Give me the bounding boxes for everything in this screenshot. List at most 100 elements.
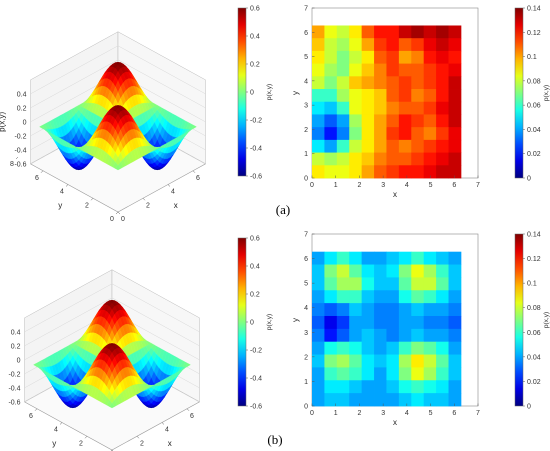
y-tick-label: 4 [304,305,308,312]
heatmap-cell [398,393,412,407]
heatmap-cell [448,165,462,179]
heatmap-cell [448,101,462,115]
z-tick-label: -0.6 [8,399,20,406]
heatmap-cell [312,89,325,103]
x-tick-label: 0 [310,182,314,189]
colorbar-tick-label: 0.2 [250,292,260,299]
heatmap-cell [374,380,387,394]
heatmap-cell [436,341,449,355]
heatmap-cell [336,393,350,407]
colorbar-tick-label: -0.2 [250,348,262,355]
z-gridline [30,45,206,95]
heatmap-cell [398,25,412,39]
heatmap-cell [411,165,425,179]
heatmap-cell [361,127,375,141]
heatmap-cell [312,341,325,355]
heatmap-cell [436,303,449,317]
heatmap-cell [398,89,412,103]
heatmap-cell [336,50,350,65]
heatmap-cell [374,303,387,317]
y-tick-label: 6 [304,256,308,263]
colorbar-tick-label: 0.2 [250,62,260,69]
x-axis-label: x [393,418,397,427]
heatmap-cell [448,354,462,368]
heatmap-cell [374,341,387,355]
heatmap-cell [423,50,437,65]
heatmap-cell [436,139,449,153]
heatmap-cell [386,50,400,65]
heatmap-cell [324,114,338,128]
x-tick [161,422,165,425]
heatmap-cell [361,38,375,52]
heatmap-cell [423,89,437,103]
x-tick-label: 3 [381,410,385,417]
heatmap-cell [361,277,375,291]
heatmap-cell [436,38,449,52]
heatmap-cell [411,251,425,265]
heatmap-cell [398,354,412,368]
heatmap-cell [448,328,462,343]
z-axis-label: p(x,y) [0,112,7,132]
x-tick [192,170,196,173]
heatmap-cell [312,25,325,39]
heatmap-cell [336,290,350,304]
heatmap-cell [349,127,363,141]
heatmap-cell [411,50,425,65]
colorbar-tick-label: 0.14 [527,232,541,239]
heatmap-cell [336,277,350,291]
heatmap-cell [448,315,462,330]
heatmap-cell [336,264,350,278]
heatmap-cell [448,152,462,166]
heatmap-cell [411,290,425,304]
x-axis-label: x [174,201,178,210]
heatmap-cell [349,165,363,179]
heatmap-cell [436,380,449,394]
heatmap-cell [336,89,350,103]
heatmap-cell [336,76,350,90]
heatmap-cell [398,251,412,265]
x-tick-label: 4 [165,427,169,434]
colorbar-tick-label: 0.04 [527,127,541,134]
heatmap-cell [448,341,462,355]
heatmap-cell [386,38,400,52]
b-heatmap-heatmap-plot: 0 1 2 3 4 5 6 7 0 1 2 3 4 5 6 7 x y [291,232,480,428]
heatmap-cell [386,251,400,265]
colorbar-tick-label: 0.12 [527,30,541,37]
colorbar-tick-label: 0.14 [527,6,541,13]
heatmap-cell [312,139,325,153]
colorbar-tick-label: 0.4 [250,264,260,271]
z-tick-label: 0.4 [17,91,27,98]
surface-mesh [33,300,191,409]
heatmap-cell [361,328,375,343]
heatmap-cell [386,114,400,128]
x-tick-label: 2 [140,440,144,447]
surface-patch [109,403,115,409]
colorbar-tick-label: 0.6 [250,6,260,13]
heatmap-cell [423,328,437,343]
colorbar-tick-label: -0.4 [250,376,262,383]
heatmap-cell [448,63,462,77]
caption-a: (a) [276,202,290,217]
surface-mesh [39,62,197,171]
heatmap-cell [336,25,350,39]
x-tick-label: 5 [429,182,433,189]
y-tick [90,198,94,201]
colorbar-tick-label: -0.4 [250,146,262,153]
heatmap-cell [349,251,363,265]
heatmap-cell [398,76,412,90]
x-tick-label: 2 [146,202,150,209]
heatmap-cell [324,139,338,153]
heatmap-cell [312,127,325,141]
heatmap-cell [386,165,400,179]
heatmap-cell [336,139,350,153]
heatmap-cell [324,63,338,77]
heatmap-cell [336,354,350,368]
x-tick-label: 0 [121,216,125,223]
heatmap-cell [361,367,375,381]
heatmap-cell [336,328,350,343]
heatmap-cell [324,380,338,394]
heatmap-cell [312,290,325,304]
heatmap-cell [336,165,350,179]
z-gridline [30,59,206,109]
heatmap-cell [398,264,412,278]
